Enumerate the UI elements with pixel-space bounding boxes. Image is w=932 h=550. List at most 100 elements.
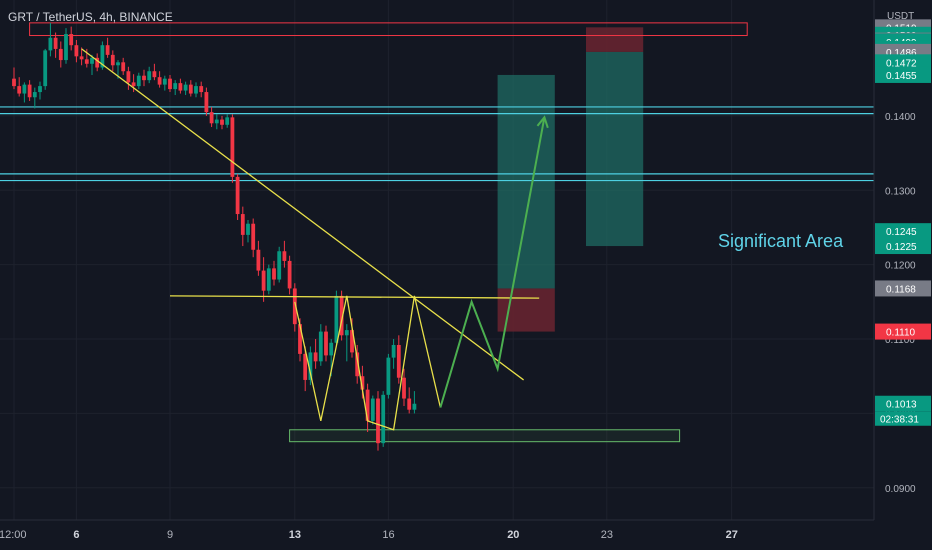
candle-body — [79, 56, 84, 60]
candle-body — [199, 86, 204, 93]
significant-area-label: Significant Area — [718, 231, 844, 251]
candle-body — [396, 344, 401, 378]
candle-body — [298, 324, 302, 354]
currency-label: USDT — [887, 11, 914, 22]
resistance-box — [29, 22, 748, 37]
candle-body — [240, 214, 245, 235]
price-badge — [875, 223, 931, 240]
time-tick-label: 13 — [289, 529, 301, 541]
time-tick-label: 9 — [167, 529, 173, 541]
candle-body — [344, 330, 349, 336]
candle-body — [391, 344, 396, 358]
candle-body — [209, 112, 214, 124]
candle-body — [324, 331, 328, 356]
candle-body — [256, 249, 261, 271]
candle-body — [381, 394, 386, 444]
candle-body — [339, 295, 344, 336]
candle-body — [32, 92, 37, 98]
candle-body — [370, 398, 375, 421]
candle-body — [142, 75, 146, 81]
candle-body — [95, 57, 100, 68]
countdown-badge — [875, 411, 931, 426]
price-badge — [875, 280, 931, 297]
price-badge-label: 0.1455 — [886, 71, 917, 82]
price-tick-label: 0.1300 — [885, 186, 916, 197]
price-tick-label: 0.0900 — [885, 484, 916, 495]
pattern-zigzag — [294, 295, 442, 431]
price-badge — [875, 66, 931, 83]
candle-body — [334, 295, 339, 343]
candle-body — [355, 352, 360, 377]
candle-body — [152, 71, 157, 78]
candle-body — [84, 59, 89, 64]
price-tick-label: 0.1200 — [885, 261, 916, 272]
price-badge — [875, 323, 931, 340]
candle-body — [277, 251, 282, 280]
long-position-loss-zone — [497, 288, 555, 332]
candle-body — [168, 78, 172, 90]
candle-body — [147, 71, 152, 81]
candle-body — [74, 45, 79, 57]
candle-body — [303, 353, 308, 380]
candle-body — [162, 78, 167, 85]
candle-body — [246, 223, 250, 235]
candle-body — [204, 92, 209, 113]
chart-title: GRT / TetherUS, 4h, BINANCE — [8, 10, 173, 24]
short-position-loss-zone — [586, 27, 644, 52]
candle-body — [121, 62, 126, 72]
candle-body — [230, 117, 235, 177]
candle-body — [365, 389, 370, 421]
time-tick-label: 12:00 — [0, 529, 27, 541]
projection-arrowhead — [536, 115, 549, 129]
short-position-profit-zone — [586, 51, 644, 247]
candle-body — [131, 82, 136, 87]
candle-body — [407, 398, 412, 410]
price-badge-label: 0.1168 — [886, 284, 916, 295]
candle-body — [178, 83, 183, 91]
price-badge-label: 0.1225 — [886, 242, 917, 253]
candle-body — [402, 377, 406, 399]
candle-body — [308, 352, 313, 380]
projection-path — [439, 117, 546, 408]
candle-body — [272, 268, 276, 280]
candle-body — [69, 34, 74, 46]
candle-body — [266, 268, 271, 291]
price-badge-label: 0.1486 — [886, 48, 917, 59]
candle-body — [376, 398, 380, 444]
price-badge-label: 0.1472 — [886, 58, 917, 69]
support-box — [289, 429, 681, 443]
long-position-profit-zone — [497, 74, 555, 289]
candle-body — [116, 62, 120, 66]
candle-body — [110, 54, 115, 66]
candle-body — [22, 84, 27, 94]
neckline — [169, 295, 540, 299]
candle-body — [58, 48, 63, 61]
candle-body — [126, 71, 131, 83]
price-tick-label: 0.1100 — [885, 335, 915, 346]
candle-body — [136, 75, 141, 87]
time-tick-label: 6 — [73, 529, 79, 541]
candle-body — [173, 83, 178, 90]
candle-body — [17, 86, 22, 94]
time-tick-label: 16 — [382, 529, 394, 541]
candle-body — [48, 37, 53, 51]
candle-body — [27, 84, 32, 98]
candle-body — [225, 117, 230, 125]
candle-body — [43, 50, 48, 87]
time-tick-label: 27 — [726, 529, 738, 541]
time-axis — [0, 520, 874, 550]
candle-body — [235, 176, 240, 215]
price-tick-label: 0.1400 — [885, 112, 916, 123]
candle-body — [261, 270, 266, 291]
price-badge-label: 0.1245 — [886, 227, 917, 238]
downtrend-line — [81, 48, 524, 381]
candle-body — [282, 251, 287, 261]
candle-body — [188, 84, 193, 94]
candle-body — [183, 84, 188, 91]
candle-body — [313, 352, 318, 362]
time-tick-label: 20 — [507, 529, 519, 541]
price-badge — [875, 238, 931, 255]
candle-body — [412, 403, 417, 410]
candle-body — [12, 78, 16, 87]
